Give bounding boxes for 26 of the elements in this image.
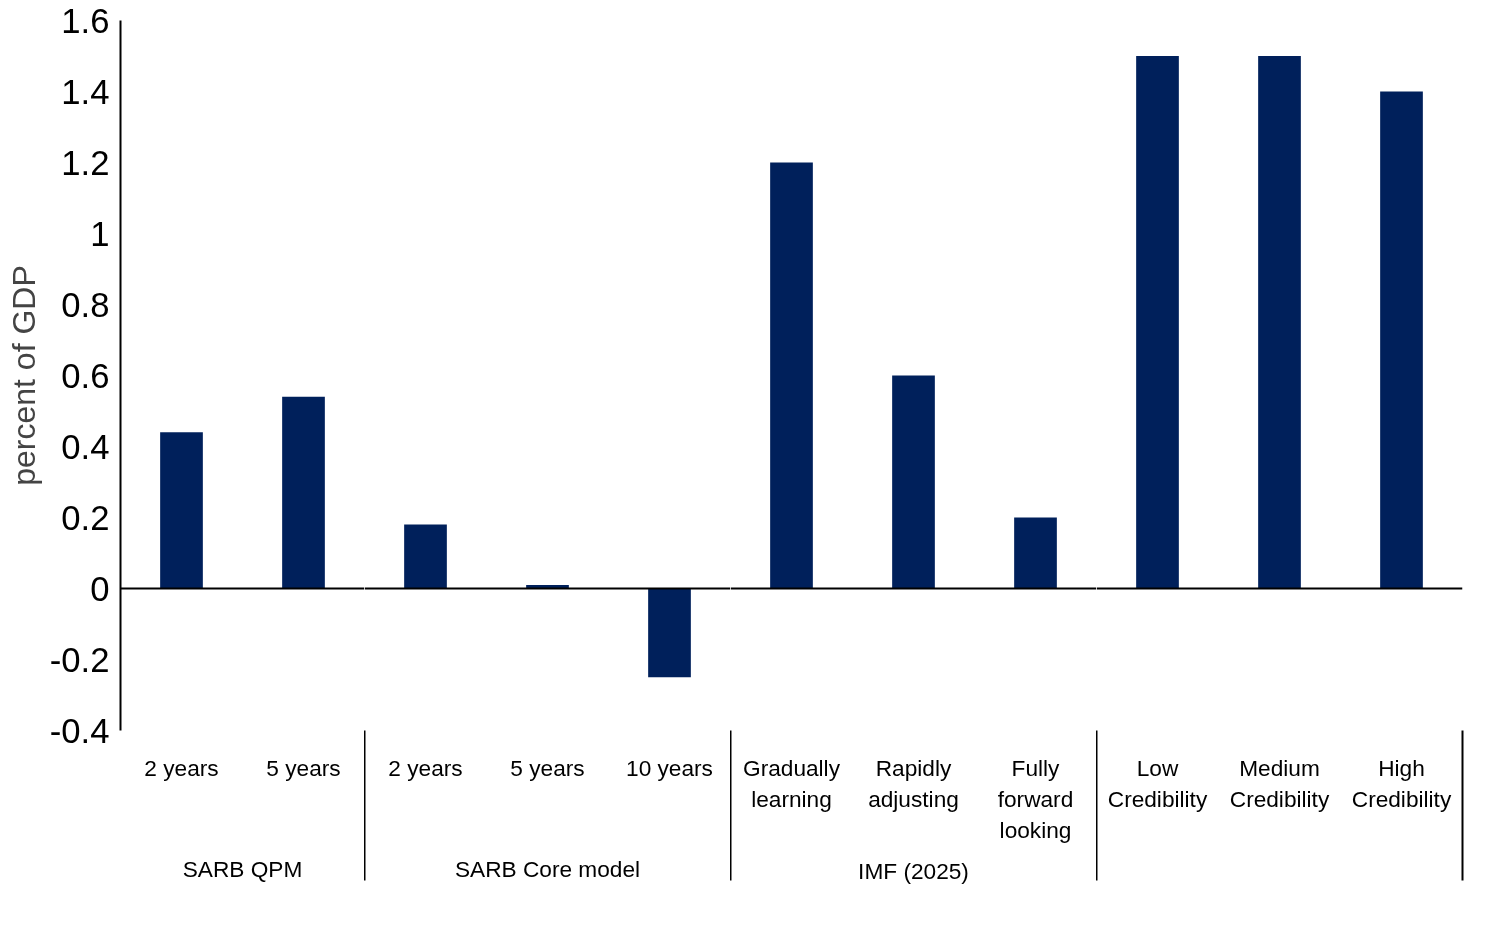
x-axis-title: IMF (2025) [858,857,969,884]
y-tick-label: 0.6 [61,356,110,395]
y-tick-label: -0.4 [49,711,110,750]
x-tick-label: High Credibility [1351,754,1452,812]
x-tick-label: Medium Credibility [1229,754,1330,812]
y-tick-label: 0 [90,569,110,608]
x-tick-label: 2 years [144,754,219,781]
x-tick-label: Rapidly adjusting [868,754,959,812]
x-axis-title: SARB Core model [454,855,641,882]
y-tick-label: 1.4 [61,72,110,111]
y-tick-label: 0.8 [61,285,110,324]
x-axis-title: SARB QPM [182,855,303,882]
x-tick-label: 5 years [266,754,341,781]
y-axis-title: percent of GDP [5,265,42,486]
x-tick-label: Fully forward looking [997,754,1074,843]
y-tick-label: 1 [90,214,110,253]
y-tick-label: 1.6 [61,1,110,40]
x-tick-label: Gradually learning [743,754,841,812]
y-tick-label: 1.2 [61,143,110,182]
x-tick-label: Low Credibility [1107,754,1208,812]
y-tick-label: 0.4 [61,427,110,466]
y-tick-label: 0.2 [61,498,110,537]
x-tick-label: 5 years [510,754,585,781]
x-tick-label: 10 years [626,754,713,781]
y-tick-label: -0.2 [49,640,110,679]
x-tick-label: 2 years [388,754,463,781]
